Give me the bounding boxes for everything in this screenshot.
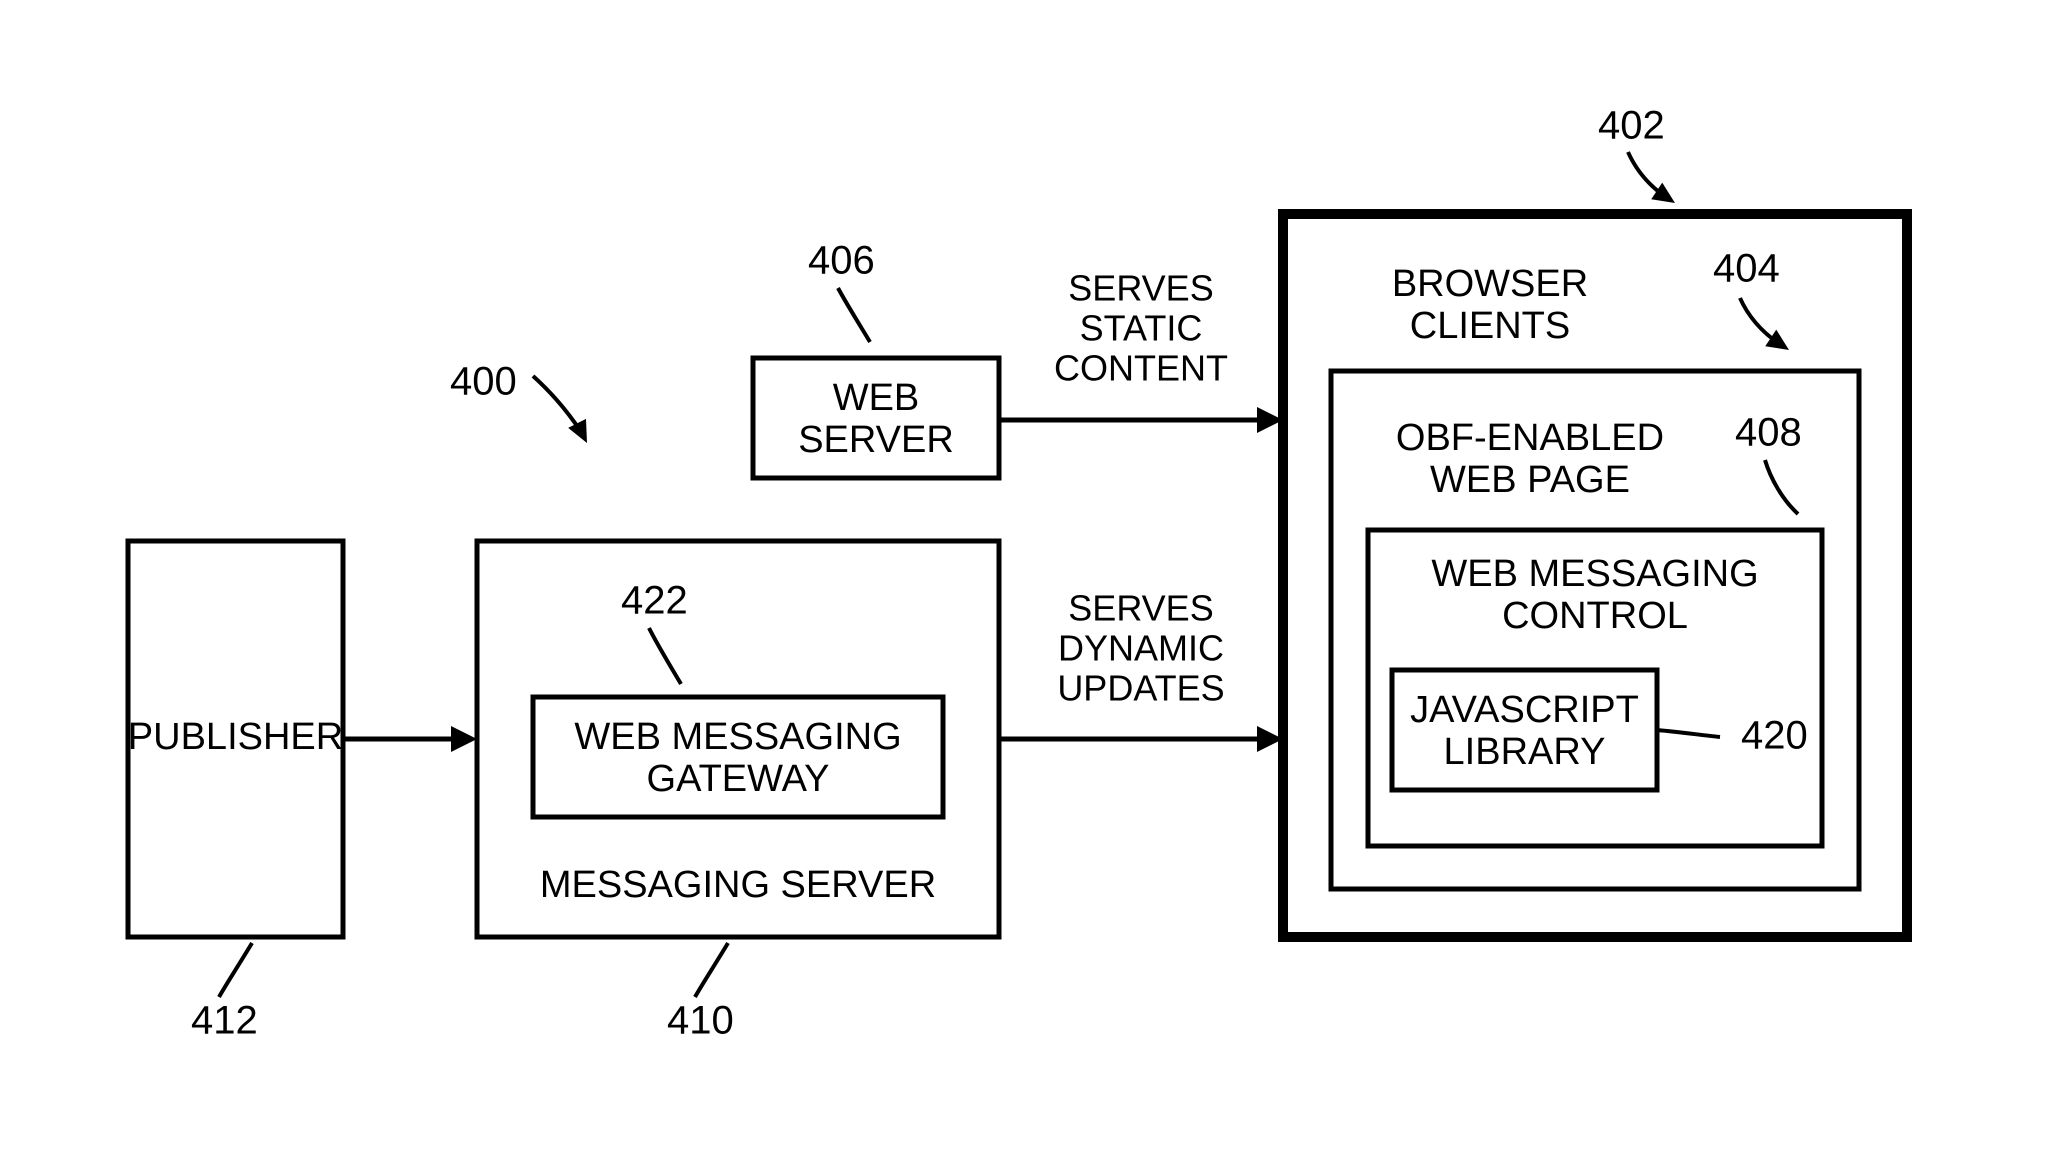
box-publisher: PUBLISHER: [128, 541, 343, 937]
box-js_lib-label: JAVASCRIPT: [1410, 689, 1639, 731]
box-publisher-label: PUBLISHER: [128, 716, 343, 758]
box-gateway: WEB MESSAGINGGATEWAY: [533, 697, 943, 817]
edge-web_to_bc: SERVESSTATICCONTENT: [999, 268, 1283, 433]
box-obf_page-label: WEB PAGE: [1430, 459, 1630, 501]
ref-r412: 412: [191, 943, 258, 1043]
edge-msg_to_bc-label: UPDATES: [1057, 668, 1224, 709]
edge-web_to_bc-label: STATIC: [1080, 308, 1203, 349]
box-browser_clients-label: CLIENTS: [1410, 305, 1570, 347]
edge-msg_to_bc-label: DYNAMIC: [1058, 628, 1224, 669]
ref-r406-label: 406: [808, 239, 875, 283]
box-web_server-label: SERVER: [798, 419, 954, 461]
box-web_server: WEBSERVER: [753, 358, 999, 478]
ref-r410: 410: [667, 943, 734, 1043]
diagram-canvas: BROWSERCLIENTS OBF-ENABLEDWEB PAGE WEB MES…: [0, 0, 2048, 1166]
box-wm_control-label: WEB MESSAGING: [1431, 553, 1758, 595]
box-gateway-label: GATEWAY: [647, 758, 830, 800]
ref-r410-label: 410: [667, 999, 734, 1043]
ref-r400-label: 400: [450, 360, 517, 404]
ref-r402-label: 402: [1598, 104, 1665, 148]
ref-r420-label: 420: [1741, 714, 1808, 758]
ref-r408-label: 408: [1735, 411, 1802, 455]
ref-r406: 406: [808, 239, 875, 342]
box-messaging_server-label: MESSAGING SERVER: [540, 864, 936, 906]
box-browser_clients-label: BROWSER: [1392, 263, 1588, 305]
box-obf_page-label: OBF-ENABLED: [1396, 417, 1664, 459]
edge-pub_to_msg: [343, 726, 477, 752]
edge-msg_to_bc: SERVESDYNAMICUPDATES: [999, 588, 1283, 752]
edge-web_to_bc-label: SERVES: [1068, 268, 1213, 309]
edge-web_to_bc-label: CONTENT: [1054, 348, 1228, 389]
box-gateway-label: WEB MESSAGING: [574, 716, 901, 758]
ref-r404-label: 404: [1713, 247, 1780, 291]
box-js_lib-label: LIBRARY: [1444, 731, 1606, 773]
box-js_lib: JAVASCRIPTLIBRARY: [1392, 670, 1657, 790]
edge-msg_to_bc-label: SERVES: [1068, 588, 1213, 629]
ref-r402: 402: [1598, 104, 1675, 203]
ref-r412-label: 412: [191, 999, 258, 1043]
ref-r400: 400: [450, 360, 587, 443]
box-wm_control-label: CONTROL: [1502, 595, 1688, 637]
ref-r422-label: 422: [621, 579, 688, 623]
box-web_server-label: WEB: [833, 377, 920, 419]
